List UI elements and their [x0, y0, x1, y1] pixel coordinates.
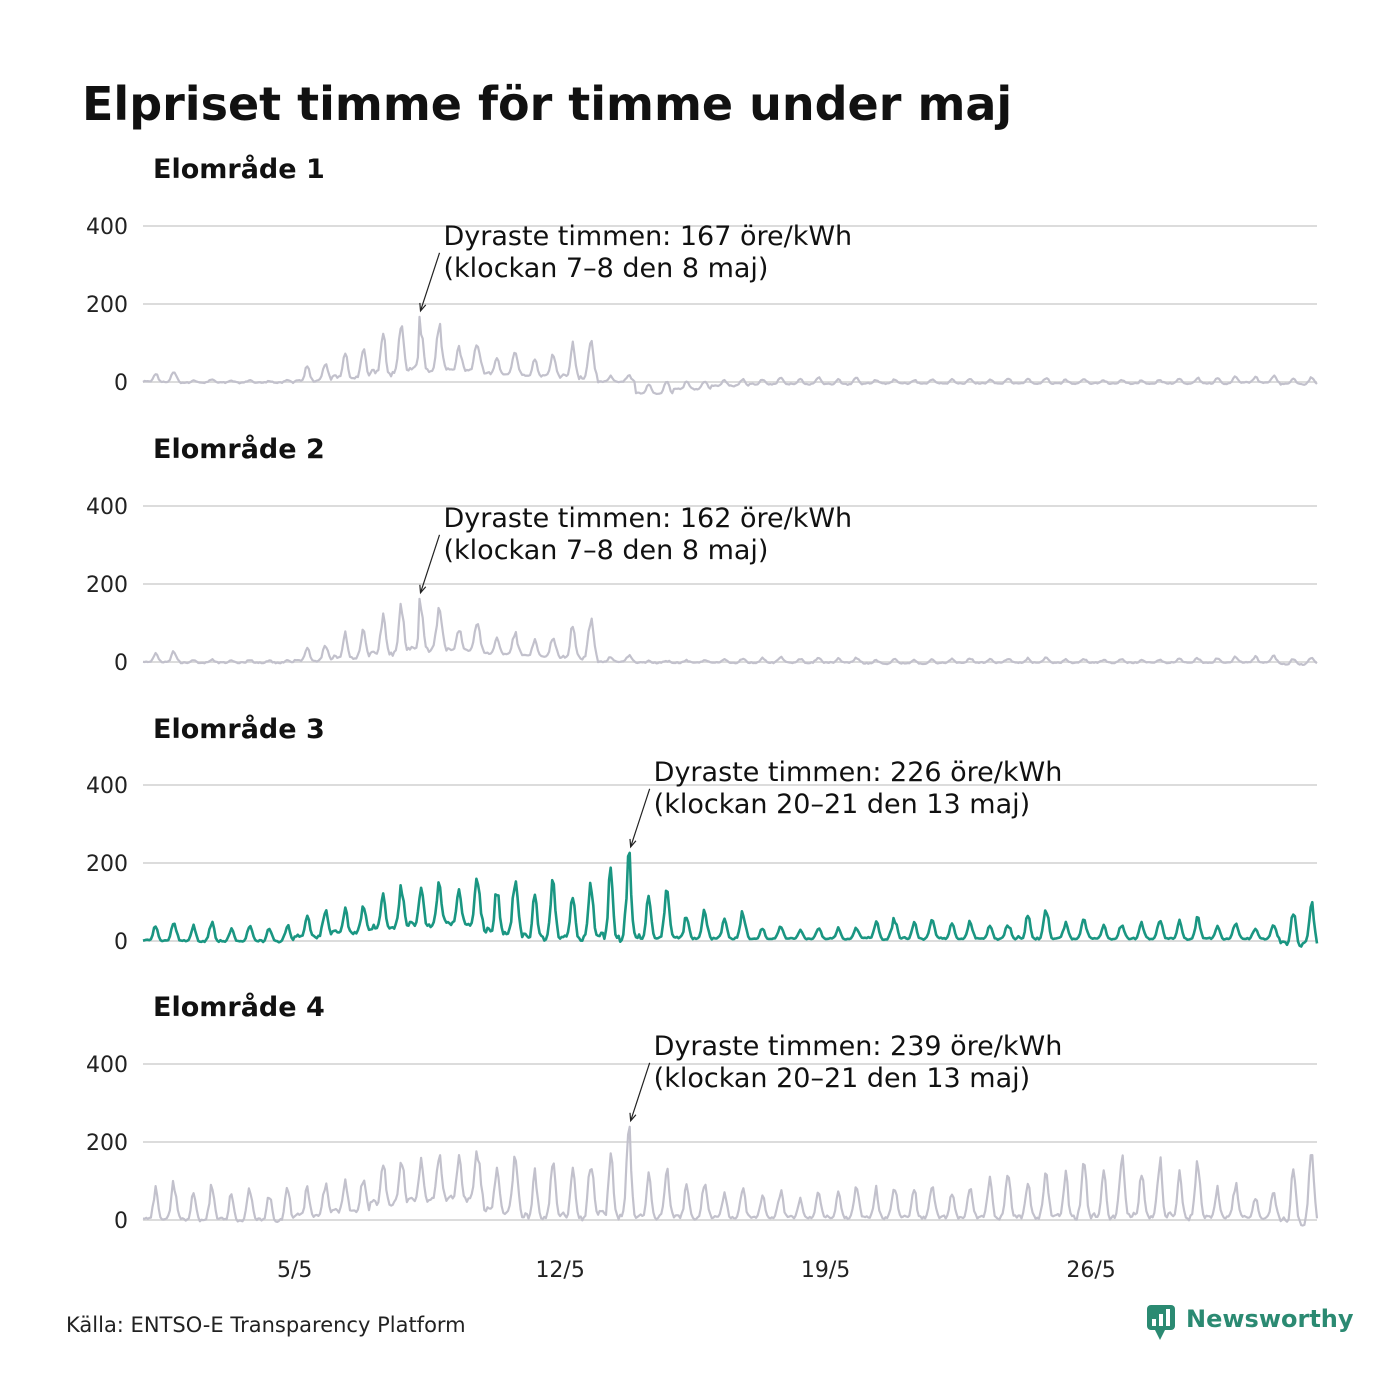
chart-title: Elpriset timme för timme under maj	[82, 77, 1012, 131]
annotation-arrow	[419, 534, 441, 594]
x-axis: 5/5 12/5 19/5 26/5	[277, 1258, 1116, 1283]
y-tick-label: 0	[114, 651, 128, 676]
annotation-arrow	[630, 1062, 651, 1121]
annotation-line-2: (klockan 20–21 den 13 maj)	[654, 1063, 1030, 1094]
annotation-line-1: Dyraste timmen: 162 öre/kWh	[444, 503, 853, 534]
panel-elomrade-2: Elområde 2 0 200 400 Dyraste timmen: 162 öre…	[86, 433, 1318, 676]
newsworthy-chart-bubble-icon	[1147, 1305, 1175, 1340]
annotation-line-1: Dyraste timmen: 239 öre/kWh	[654, 1031, 1063, 1062]
annotation-line-1: Dyraste timmen: 226 öre/kWh	[654, 757, 1063, 788]
panel-title: Elområde 2	[153, 433, 325, 465]
annotation-arrowhead	[419, 584, 427, 595]
y-tick-label: 200	[86, 1131, 128, 1156]
annotation-arrowhead	[419, 302, 427, 313]
panel-title: Elområde 1	[153, 153, 325, 185]
x-tick-label: 12/5	[535, 1258, 584, 1283]
annotation-line-1: Dyraste timmen: 167 öre/kWh	[444, 221, 853, 252]
brand-logo: Newsworthy	[1147, 1305, 1354, 1340]
price-series-line	[142, 1125, 1319, 1227]
annotation-line-2: (klockan 20–21 den 13 maj)	[654, 789, 1030, 820]
price-series-line	[142, 597, 1318, 666]
annotation-arrowhead	[629, 838, 637, 849]
x-tick-label: 26/5	[1066, 1258, 1115, 1283]
panel-elomrade-3: Elområde 3 0 200 400 Dyraste timmen: 226 öre…	[86, 713, 1319, 955]
panel-elomrade-4: Elområde 4 0 200 400 Dyraste timmen: 239 öre…	[86, 991, 1319, 1234]
panel-title: Elområde 4	[153, 991, 325, 1023]
y-tick-label: 400	[86, 1053, 128, 1078]
y-tick-label: 0	[114, 371, 128, 396]
annotation-arrow	[419, 252, 441, 312]
annotation-arrow	[630, 788, 651, 848]
x-tick-label: 5/5	[277, 1258, 312, 1283]
y-tick-label: 400	[86, 215, 128, 240]
y-tick-label: 400	[86, 495, 128, 520]
y-tick-label: 200	[86, 293, 128, 318]
annotation-arrowhead	[629, 1112, 637, 1123]
annotation-line-2: (klockan 7–8 den 8 maj)	[444, 253, 769, 284]
panel-elomrade-1: Elområde 1 0 200 400 Dyraste timmen: 167 öre…	[86, 153, 1318, 396]
brand-name: Newsworthy	[1186, 1305, 1354, 1333]
y-tick-label: 200	[86, 852, 128, 877]
x-tick-label: 19/5	[801, 1258, 850, 1283]
y-tick-label: 0	[114, 1209, 128, 1234]
y-tick-label: 200	[86, 573, 128, 598]
panel-title: Elområde 3	[153, 713, 325, 745]
y-tick-label: 0	[114, 930, 128, 955]
price-series-line	[142, 851, 1319, 948]
y-tick-label: 400	[86, 774, 128, 799]
price-series-line	[142, 315, 1318, 395]
source-note: Källa: ENTSO-E Transparency Platform	[66, 1313, 466, 1337]
annotation-line-2: (klockan 7–8 den 8 maj)	[444, 535, 769, 566]
